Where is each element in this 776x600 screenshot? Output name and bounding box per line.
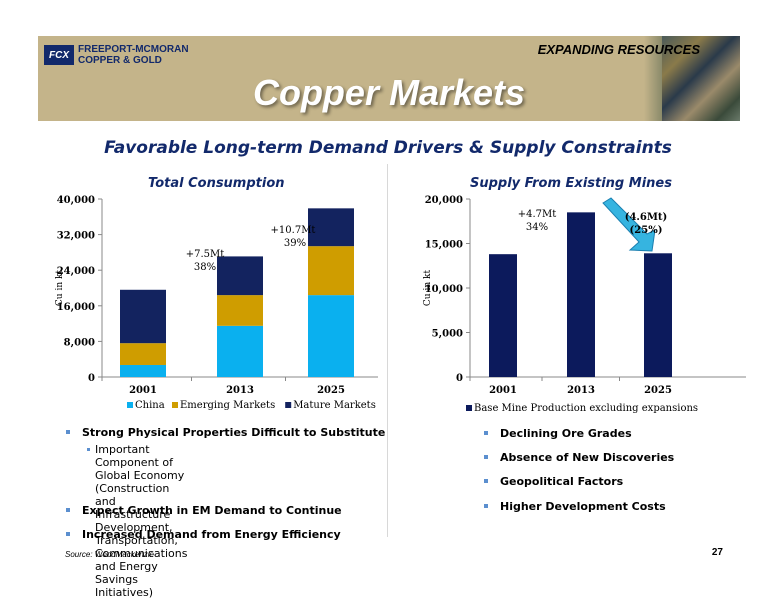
y-tick-label: 10,000 <box>425 284 463 295</box>
left-bullet-3: Increased Demand from Energy Efficiency <box>66 528 341 541</box>
y-tick-label: 24,000 <box>57 266 95 277</box>
y-tick-label: 0 <box>456 373 463 384</box>
y-tick-label: 15,000 <box>425 240 463 251</box>
legend-swatch <box>127 402 133 408</box>
x-tick-label: 2025 <box>317 385 345 396</box>
header-banner: FCX FREEPORT-MCMORAN COPPER & GOLD EXPAN… <box>38 36 740 121</box>
bar-mature-markets <box>217 256 263 296</box>
x-tick-label: 2001 <box>129 385 157 396</box>
consumption-chart: 0 8,000 16,000 24,000 32,000 40,000 Cu in kt 20… <box>55 195 378 411</box>
legend-entry: Base Mine Production excluding expansion… <box>474 403 698 414</box>
bar-china <box>120 364 166 377</box>
decline-arrow <box>602 197 656 252</box>
logo-mark: FCX <box>44 45 74 65</box>
legend-swatch <box>466 405 472 411</box>
bar-emerging-markets <box>308 246 354 296</box>
company-logo: FCX FREEPORT-MCMORAN COPPER & GOLD <box>44 44 189 66</box>
y-tick-label: 20,000 <box>425 195 463 206</box>
right-bullet-3: Geopolitical Factors <box>483 475 624 488</box>
y-tick-label: 32,000 <box>57 231 95 242</box>
legend-entry: China <box>135 400 165 411</box>
page-number: 27 <box>711 547 723 558</box>
bar-base-mine-production-excluding <box>489 254 517 377</box>
y-axis-label: Cu in kt <box>423 270 433 307</box>
annotation-line1: +7.5Mt <box>186 249 225 260</box>
header-photo <box>662 36 740 121</box>
annotation-line1: (4.6Mt) <box>625 212 668 223</box>
bar-mature-markets <box>120 289 166 344</box>
bar-base-mine-production-excluding <box>644 253 672 377</box>
annotation-line2: (25%) <box>630 225 663 236</box>
left-bullet-2: Expect Growth in EM Demand to Continue <box>66 504 342 517</box>
annotation-line1: +10.7Mt <box>271 225 316 236</box>
bar-base-mine-production-excluding <box>567 212 595 377</box>
y-tick-label: 5,000 <box>432 329 463 340</box>
page-subtitle: Favorable Long-term Demand Drivers & Sup… <box>104 138 672 158</box>
x-tick-label: 2001 <box>489 385 517 396</box>
logo-line-2: COPPER & GOLD <box>78 55 162 66</box>
right-bullet-2: Absence of New Discoveries <box>483 451 675 464</box>
bar-china <box>308 295 354 377</box>
legend-entry: Emerging Markets <box>180 400 275 411</box>
right-bullet-4: Higher Development Costs <box>484 500 666 513</box>
x-tick-label: 2025 <box>644 385 672 396</box>
bar-china <box>217 325 263 377</box>
left-bullet-1: Strong Physical Properties Difficult to … <box>65 426 386 439</box>
right-bullet-1: Declining Ore Grades <box>484 427 632 440</box>
y-tick-label: 40,000 <box>57 195 95 206</box>
chart-title-consumption: Total Consumption <box>148 176 285 191</box>
bar-emerging-markets <box>217 295 263 326</box>
y-tick-label: 8,000 <box>64 337 95 348</box>
supply-chart: 0 5,000 10,000 15,000 20,000 Cu in kt 2001 2013… <box>423 195 746 414</box>
bar-emerging-markets <box>120 343 166 365</box>
y-tick-label: 16,000 <box>57 302 95 313</box>
header-photo-fade <box>644 36 662 121</box>
x-tick-label: 2013 <box>226 385 254 396</box>
annotation-line1: +4.7Mt <box>518 209 557 220</box>
logo-wordmark: FREEPORT-MCMORAN COPPER & GOLD <box>78 44 189 66</box>
chart-title-supply: Supply From Existing Mines <box>470 176 672 191</box>
bar-mature-markets <box>308 208 354 247</box>
center-divider <box>387 164 388 537</box>
tagline: EXPANDING RESOURCES <box>537 42 700 57</box>
y-axis-label: Cu in kt <box>55 270 65 307</box>
left-sub-bullet-1: Important Component of Global Economy (C… <box>86 443 188 599</box>
annotation-line2: 34% <box>526 222 548 233</box>
logo-line-1: FREEPORT-MCMORAN <box>78 44 189 55</box>
annotation-line2: 39% <box>284 238 306 249</box>
source-note: Source: WoodMackenzie <box>65 550 154 559</box>
x-tick-label: 2013 <box>567 385 595 396</box>
legend-swatch <box>285 402 292 408</box>
legend-swatch <box>172 402 178 408</box>
page-title: Copper Markets <box>252 72 526 113</box>
annotation-line2: 38% <box>194 262 216 273</box>
y-tick-label: 0 <box>88 373 95 384</box>
legend-entry: Mature Markets <box>293 400 376 411</box>
